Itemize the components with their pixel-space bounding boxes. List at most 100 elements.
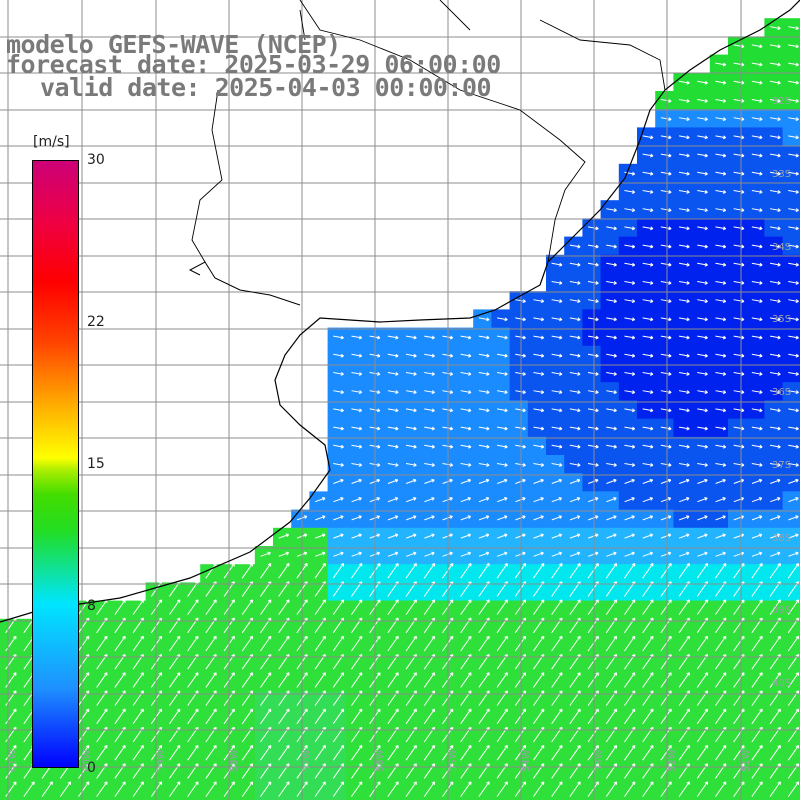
- wind-arrow: [715, 135, 727, 140]
- wind-arrow: [696, 563, 709, 579]
- longitude-label: 51W: [741, 749, 752, 772]
- wind-arrow: [642, 781, 654, 797]
- wind-arrow: [606, 335, 617, 340]
- wind-arrow: [787, 708, 800, 725]
- wind-arrow: [387, 390, 399, 395]
- wind-arrow: [660, 533, 672, 539]
- wind-arrow: [715, 745, 727, 761]
- wind-arrow: [642, 262, 654, 267]
- wind-arrow: [733, 117, 745, 122]
- wind-arrow: [332, 690, 345, 706]
- wind-arrow: [5, 672, 17, 688]
- wind-arrow: [187, 708, 199, 725]
- wind-arrow: [514, 599, 527, 615]
- wind-arrow: [478, 497, 490, 503]
- wind-arrow: [587, 226, 599, 231]
- wind-arrow: [642, 635, 654, 652]
- wind-arrow: [733, 44, 745, 49]
- wind-arrow: [569, 533, 581, 539]
- wind-arrow: [515, 299, 526, 304]
- wind-arrow: [551, 745, 563, 761]
- wind-arrow: [715, 262, 727, 267]
- wind-arrow: [624, 426, 636, 431]
- wind-arrow: [770, 497, 781, 503]
- longitude-label: 58W: [229, 749, 240, 772]
- wind-arrow: [533, 444, 545, 449]
- wind-arrow: [96, 745, 108, 761]
- wind-arrow: [387, 408, 399, 413]
- wind-arrow: [715, 763, 727, 779]
- wind-arrow: [606, 208, 617, 213]
- wind-arrow: [351, 745, 363, 761]
- wind-arrow: [551, 478, 563, 484]
- wind-arrow: [351, 478, 362, 484]
- wind-arrow: [733, 262, 745, 267]
- wind-arrow: [278, 745, 290, 761]
- wind-arrow: [788, 80, 799, 85]
- wind-arrow: [715, 426, 727, 431]
- wind-arrow: [96, 781, 108, 797]
- wind-arrow: [569, 317, 581, 322]
- wind-arrow: [697, 299, 708, 304]
- wind-arrow: [660, 280, 672, 285]
- longitude-label: 55W: [448, 749, 459, 772]
- wind-arrow: [587, 390, 599, 395]
- wind-arrow: [478, 444, 490, 449]
- latitude-label: 36S: [772, 387, 791, 398]
- wind-arrow: [642, 280, 654, 285]
- wind-arrow: [715, 690, 727, 706]
- longitude-label: 52W: [667, 749, 678, 772]
- latitude-label: 38S: [772, 533, 791, 544]
- wind-arrow: [551, 444, 563, 449]
- wind-arrow: [533, 533, 544, 539]
- wind-arrow: [533, 426, 545, 431]
- wind-arrow: [533, 708, 545, 725]
- wind-arrow: [715, 444, 727, 449]
- wind-arrow: [460, 371, 472, 376]
- wind-arrow: [715, 390, 727, 395]
- wind-arrow: [551, 781, 563, 797]
- wind-arrow: [788, 408, 799, 413]
- wind-arrow: [332, 763, 345, 779]
- wind-arrow: [769, 117, 781, 122]
- wind-arrow: [697, 244, 708, 249]
- wind-arrow: [332, 672, 345, 688]
- wind-arrow: [588, 551, 599, 557]
- wind-arrow: [697, 208, 708, 213]
- wind-arrow: [496, 745, 508, 761]
- wind-arrow: [751, 515, 763, 521]
- wind-arrow: [642, 690, 654, 706]
- wind-arrow: [769, 171, 781, 176]
- latitude-label: 40S: [772, 678, 791, 689]
- wind-arrow: [114, 690, 126, 706]
- wind-arrow: [96, 763, 108, 779]
- wind-arrow: [205, 763, 217, 779]
- wind-arrow: [697, 408, 708, 413]
- wind-arrow: [241, 635, 254, 652]
- wind-arrow: [405, 408, 417, 413]
- wind-arrow: [387, 745, 399, 761]
- wind-arrow: [769, 426, 781, 431]
- wind-arrow: [551, 533, 563, 539]
- wind-arrow: [715, 299, 727, 304]
- wind-arrow: [787, 599, 800, 615]
- wind-arrow: [187, 763, 199, 779]
- wind-arrow: [733, 426, 745, 431]
- wind-arrow: [569, 599, 581, 615]
- wind-arrow: [715, 226, 727, 231]
- wind-arrow: [605, 672, 618, 688]
- wind-arrow: [205, 635, 217, 652]
- wind-arrow: [751, 497, 763, 503]
- wind-arrow: [788, 226, 799, 231]
- wind-arrow: [715, 497, 726, 503]
- wind-arrow: [515, 462, 526, 467]
- wind-arrow: [406, 478, 417, 484]
- wind-arrow: [642, 244, 654, 249]
- wind-arrow: [787, 672, 800, 688]
- wind-arrow: [660, 462, 672, 467]
- wind-arrow: [496, 672, 508, 688]
- wind-arrow: [788, 551, 799, 557]
- wind-arrow: [733, 763, 745, 779]
- wind-arrow: [460, 444, 472, 449]
- wind-arrow: [733, 708, 745, 725]
